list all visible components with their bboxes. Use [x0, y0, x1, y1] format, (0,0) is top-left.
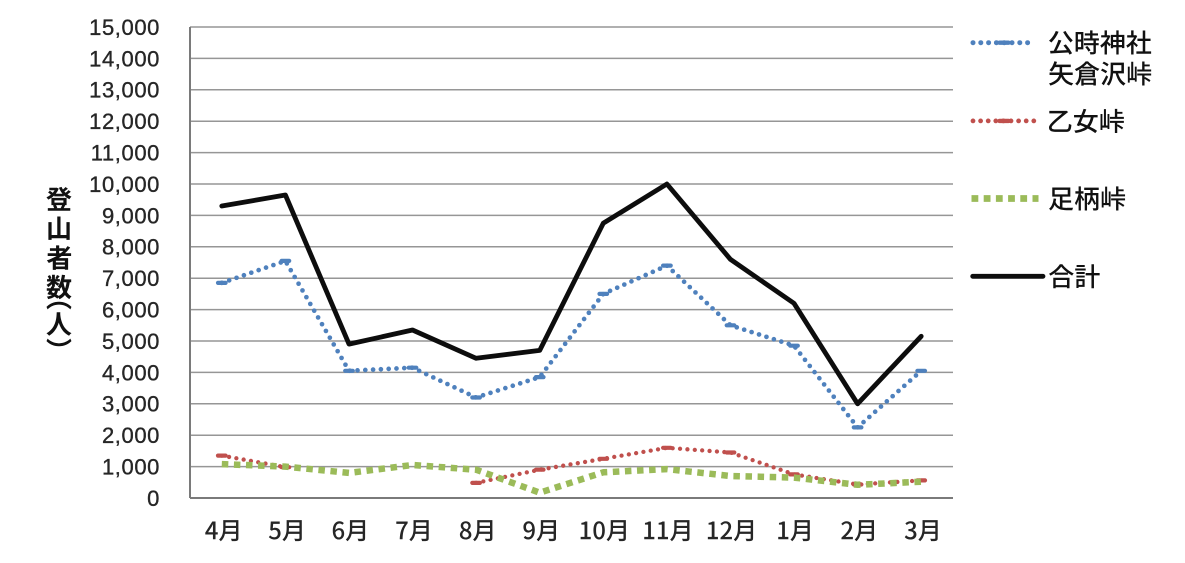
svg-text:2,000: 2,000 [102, 423, 160, 448]
svg-text:15,000: 15,000 [89, 15, 160, 40]
svg-text:1,000: 1,000 [102, 455, 160, 480]
svg-text:8,000: 8,000 [102, 235, 160, 260]
svg-text:9,000: 9,000 [102, 203, 160, 228]
svg-text:7,000: 7,000 [102, 266, 160, 291]
svg-text:13,000: 13,000 [89, 78, 160, 103]
svg-text:6,000: 6,000 [102, 298, 160, 323]
svg-text:12,000: 12,000 [89, 109, 160, 134]
svg-text:3,000: 3,000 [102, 392, 160, 417]
svg-text:0: 0 [147, 486, 160, 511]
svg-text:11,000: 11,000 [91, 141, 160, 166]
svg-text:14,000: 14,000 [89, 46, 160, 71]
svg-text:10,000: 10,000 [89, 172, 160, 197]
svg-text:5,000: 5,000 [102, 329, 160, 354]
svg-text:4,000: 4,000 [102, 360, 160, 385]
